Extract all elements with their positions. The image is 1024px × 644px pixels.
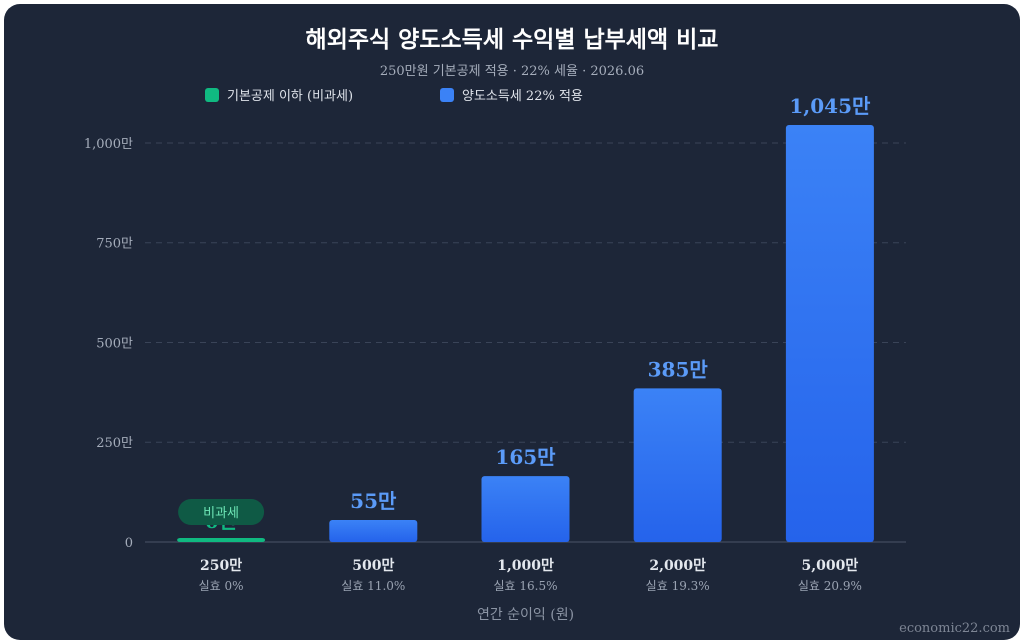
chart-title: 해외주식 양도소득세 수익별 납부세액 비교 <box>305 27 719 53</box>
bar <box>329 520 418 542</box>
legend-swatch-blue <box>440 87 454 102</box>
y-tick-label: 750만 <box>96 237 133 252</box>
bar-value-label: 55만 <box>350 489 397 513</box>
chart-subtitle: 250만원 기본공제 적용 · 22% 세율 · 2026.06 <box>379 64 645 79</box>
bar <box>177 538 266 542</box>
legend-item-taxfree: 기본공제 이하 (비과세) <box>205 85 353 104</box>
legend-swatch-green <box>205 87 219 102</box>
bar <box>633 388 722 542</box>
bar-value-label: 385만 <box>648 357 709 381</box>
x-tick-sublabel: 실효 20.9% <box>798 579 862 593</box>
taxfree-badge-label: 비과세 <box>203 506 239 521</box>
x-tick-sublabel: 실효 11.0% <box>341 579 405 593</box>
x-tick-sublabel: 실효 16.5% <box>493 579 557 593</box>
legend-label-taxed: 양도소득세 22% 적용 <box>462 89 583 104</box>
x-tick-sublabel: 실효 0% <box>199 579 244 593</box>
y-tick-label: 0 <box>125 536 133 551</box>
watermark: economic22.com <box>899 621 1010 636</box>
legend-label-taxfree: 기본공제 이하 (비과세) <box>227 89 354 104</box>
bar-value-label: 1,045만 <box>789 94 871 118</box>
taxfree-badge <box>178 499 265 525</box>
x-tick-label: 500만 <box>352 558 394 574</box>
bar-value-label: 165만 <box>495 445 556 469</box>
bar <box>785 125 874 542</box>
x-tick-sublabel: 실효 19.3% <box>646 579 710 593</box>
x-axis-title: 연간 순이익 (원) <box>477 607 574 623</box>
y-tick-label: 500만 <box>96 336 133 351</box>
x-tick-label: 1,000만 <box>497 558 554 574</box>
x-tick-label: 5,000만 <box>802 558 859 574</box>
y-tick-label: 250만 <box>96 436 133 451</box>
bar <box>481 476 570 542</box>
x-tick-label: 2,000만 <box>649 558 706 574</box>
y-tick-label: 1,000만 <box>84 137 133 152</box>
legend-item-taxed: 양도소득세 22% 적용 <box>440 85 583 104</box>
x-tick-label: 250만 <box>200 558 242 574</box>
